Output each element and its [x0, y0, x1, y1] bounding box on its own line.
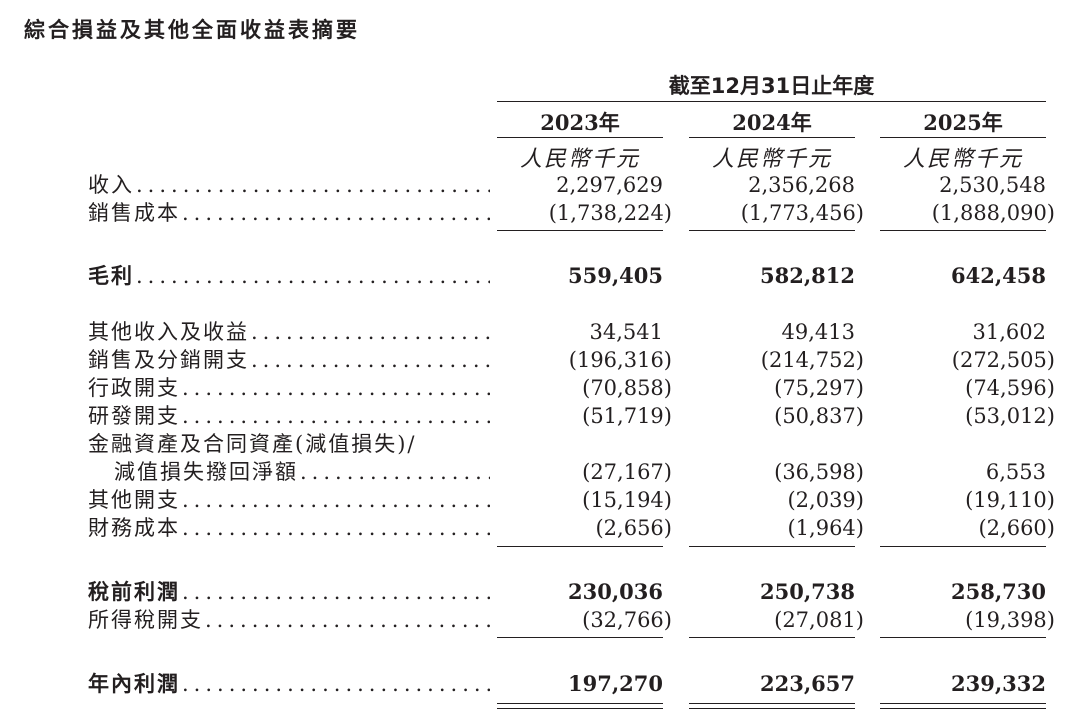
- total-double-rule: [880, 703, 1046, 704]
- table-row: 財務成本....................................…: [0, 514, 1080, 542]
- column-year: 2024年: [732, 110, 812, 135]
- total-double-rule: [880, 708, 1046, 709]
- row-value: 559,405: [568, 263, 663, 288]
- row-label: 年內利潤....................................…: [88, 672, 490, 696]
- row-value: 31,602: [972, 320, 1046, 344]
- row-value: (51,719): [582, 404, 672, 428]
- table-row: 所得稅開支...................................…: [0, 606, 1080, 634]
- subtotal-rule: [880, 637, 1046, 638]
- row-value: 582,812: [760, 263, 855, 288]
- total-double-rule: [497, 708, 663, 709]
- column-year: 2025年: [923, 110, 1003, 135]
- table-row: 毛利......................................…: [0, 262, 1080, 290]
- subtotal-rule: [689, 637, 855, 638]
- row-value: (27,081): [774, 608, 864, 632]
- row-value: 197,270: [568, 671, 663, 696]
- subtotal-rule: [880, 230, 1046, 231]
- year-underline: [497, 137, 663, 138]
- table-row: 其他開支....................................…: [0, 486, 1080, 514]
- row-value: (2,660): [978, 516, 1055, 540]
- subtotal-rule: [497, 230, 663, 231]
- row-value: 34,541: [589, 320, 663, 344]
- row-value: 2,356,268: [748, 173, 855, 197]
- row-label: 金融資產及合同資產(減值損失)/: [88, 432, 419, 456]
- row-value: (19,110): [965, 488, 1055, 512]
- row-label: 銷售成本....................................…: [88, 201, 490, 225]
- column-unit: 人民幣千元: [519, 147, 640, 172]
- table-row: 金融資產及合同資產(減值損失)/: [0, 430, 1080, 458]
- row-value: 2,530,548: [939, 173, 1046, 197]
- row-value: (214,752): [760, 348, 864, 372]
- row-value: (70,858): [582, 376, 672, 400]
- row-value: (272,505): [951, 348, 1055, 372]
- column-unit: 人民幣千元: [902, 147, 1023, 172]
- row-value: (15,194): [582, 488, 672, 512]
- row-label: 銷售及分銷開支.................................…: [88, 348, 490, 372]
- subtotal-rule: [880, 546, 1046, 547]
- row-value: (74,596): [965, 376, 1055, 400]
- row-label: 收入......................................…: [88, 173, 490, 197]
- row-value: (1,964): [787, 516, 864, 540]
- row-label: 其他開支....................................…: [88, 488, 490, 512]
- total-double-rule: [689, 703, 855, 704]
- row-label: 減值損失撥回淨額................................…: [114, 460, 490, 484]
- subtotal-rule: [497, 637, 663, 638]
- row-label: 研發開支....................................…: [88, 404, 490, 428]
- subtotal-rule: [689, 546, 855, 547]
- table-row: 研發開支....................................…: [0, 402, 1080, 430]
- column-year: 2023年: [540, 110, 620, 135]
- total-double-rule: [689, 708, 855, 709]
- row-value: (1,773,456): [740, 201, 864, 225]
- row-value: (36,598): [774, 460, 864, 484]
- page-title: 綜合損益及其他全面收益表摘要: [24, 18, 360, 42]
- table-row: 銷售成本....................................…: [0, 199, 1080, 227]
- row-value: 239,332: [951, 671, 1046, 696]
- row-value: 223,657: [760, 671, 855, 696]
- table-row: 行政開支....................................…: [0, 374, 1080, 402]
- row-value: (53,012): [965, 404, 1055, 428]
- row-label: 行政開支....................................…: [88, 376, 490, 400]
- row-value: 49,413: [781, 320, 855, 344]
- row-value: 2,297,629: [556, 173, 663, 197]
- subtotal-rule: [689, 230, 855, 231]
- row-value: (19,398): [965, 608, 1055, 632]
- total-double-rule: [497, 703, 663, 704]
- row-label: 財務成本....................................…: [88, 516, 490, 540]
- row-value: (2,656): [595, 516, 672, 540]
- column-unit: 人民幣千元: [711, 147, 832, 172]
- subtotal-rule: [497, 546, 663, 547]
- row-value: (1,738,224): [548, 201, 672, 225]
- table-row: 減值損失撥回淨額................................…: [0, 458, 1080, 486]
- table-row: 其他收入及收益.................................…: [0, 318, 1080, 346]
- row-label: 稅前利潤....................................…: [88, 580, 490, 604]
- row-value: (1,888,090): [931, 201, 1055, 225]
- row-label: 毛利......................................…: [88, 264, 490, 288]
- row-value: 642,458: [951, 263, 1046, 288]
- row-value: 250,738: [760, 579, 855, 604]
- year-underline: [689, 137, 855, 138]
- table-row: 稅前利潤....................................…: [0, 578, 1080, 606]
- row-value: 258,730: [951, 579, 1046, 604]
- row-value: (75,297): [774, 376, 864, 400]
- row-value: (196,316): [568, 348, 672, 372]
- table-row: 銷售及分銷開支.................................…: [0, 346, 1080, 374]
- period-underline: [497, 101, 1046, 102]
- year-underline: [880, 137, 1046, 138]
- row-value: (50,837): [774, 404, 864, 428]
- row-value: (27,167): [582, 460, 672, 484]
- table-row: 收入......................................…: [0, 171, 1080, 199]
- row-value: 230,036: [568, 579, 663, 604]
- row-value: 6,553: [985, 460, 1046, 484]
- row-label: 其他收入及收益.................................…: [88, 320, 490, 344]
- table-row: 年內利潤....................................…: [0, 670, 1080, 698]
- row-value: (32,766): [582, 608, 672, 632]
- row-value: (2,039): [787, 488, 864, 512]
- row-label: 所得稅開支...................................…: [88, 608, 490, 632]
- period-header: 截至12月31日止年度: [668, 74, 875, 98]
